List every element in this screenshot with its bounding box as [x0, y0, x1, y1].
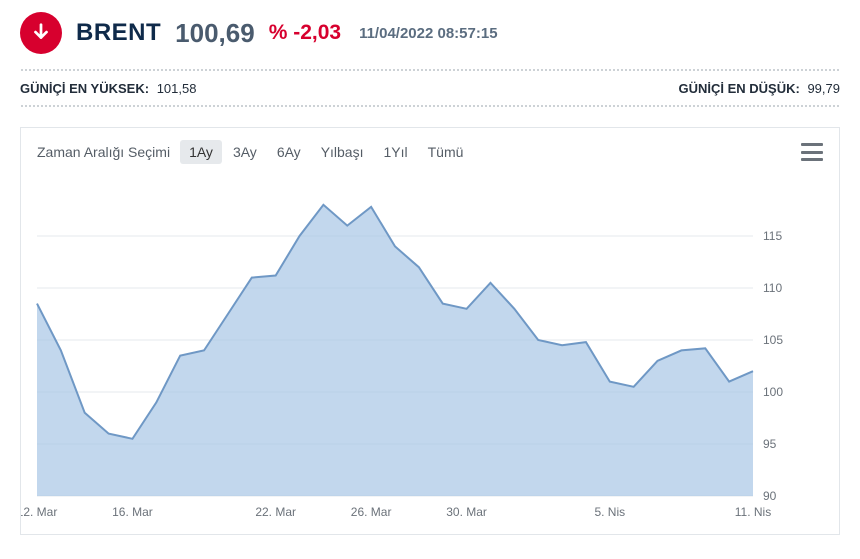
svg-text:30. Mar: 30. Mar — [446, 505, 487, 519]
arrow-down-icon — [30, 22, 52, 44]
hamburger-icon[interactable] — [801, 143, 823, 161]
last-price: 100,69 — [175, 18, 255, 49]
hi-lo-row: GÜNİÇİ EN YÜKSEK: 101,58 GÜNİÇİ EN DÜŞÜK… — [0, 81, 860, 104]
svg-text:105: 105 — [763, 333, 783, 347]
percent-change: % -2,03 — [269, 21, 341, 45]
day-high: GÜNİÇİ EN YÜKSEK: 101,58 — [20, 81, 196, 96]
svg-text:11. Nis: 11. Nis — [735, 505, 771, 519]
quote-timestamp: 11/04/2022 08:57:15 — [359, 25, 497, 42]
range-button-1ay[interactable]: 1Ay — [180, 140, 222, 164]
svg-text:115: 115 — [763, 229, 782, 243]
svg-text:100: 100 — [763, 385, 783, 399]
divider — [20, 68, 840, 71]
direction-badge — [20, 12, 62, 54]
svg-text:16. Mar: 16. Mar — [112, 505, 153, 519]
chart-card: Zaman Aralığı Seçimi 1Ay3Ay6AyYılbaşı1Yı… — [20, 127, 840, 535]
svg-text:26. Mar: 26. Mar — [351, 505, 392, 519]
day-low-value: 99,79 — [807, 81, 840, 96]
day-high-label: GÜNİÇİ EN YÜKSEK: — [20, 81, 149, 96]
symbol-name: BRENT — [76, 19, 161, 47]
chart-area[interactable]: 90 95 100 105 110 115 12. Mar 16. Mar 22. Mar 26.… — [21, 174, 839, 534]
chart-toolbar: Zaman Aralığı Seçimi 1Ay3Ay6AyYılbaşı1Yı… — [21, 128, 839, 174]
svg-text:5. Nis: 5. Nis — [594, 505, 625, 519]
svg-text:22. Mar: 22. Mar — [255, 505, 296, 519]
range-selector-label: Zaman Aralığı Seçimi — [37, 144, 170, 160]
range-button-tümü[interactable]: Tümü — [419, 140, 473, 164]
range-button-1yıl[interactable]: 1Yıl — [375, 140, 417, 164]
day-low-label: GÜNİÇİ EN DÜŞÜK: — [678, 81, 799, 96]
divider — [20, 104, 840, 109]
svg-text:12. Mar: 12. Mar — [21, 505, 57, 519]
day-high-value: 101,58 — [157, 81, 197, 96]
svg-text:95: 95 — [763, 437, 777, 451]
quote-header: BRENT 100,69 % -2,03 11/04/2022 08:57:15 — [0, 0, 860, 68]
range-buttons: 1Ay3Ay6AyYılbaşı1YılTümü — [180, 140, 472, 164]
svg-text:110: 110 — [763, 281, 782, 295]
range-button-yılbaşı[interactable]: Yılbaşı — [312, 140, 373, 164]
range-button-3ay[interactable]: 3Ay — [224, 140, 266, 164]
svg-text:90: 90 — [763, 489, 777, 503]
day-low: GÜNİÇİ EN DÜŞÜK: 99,79 — [678, 81, 840, 96]
range-button-6ay[interactable]: 6Ay — [268, 140, 310, 164]
